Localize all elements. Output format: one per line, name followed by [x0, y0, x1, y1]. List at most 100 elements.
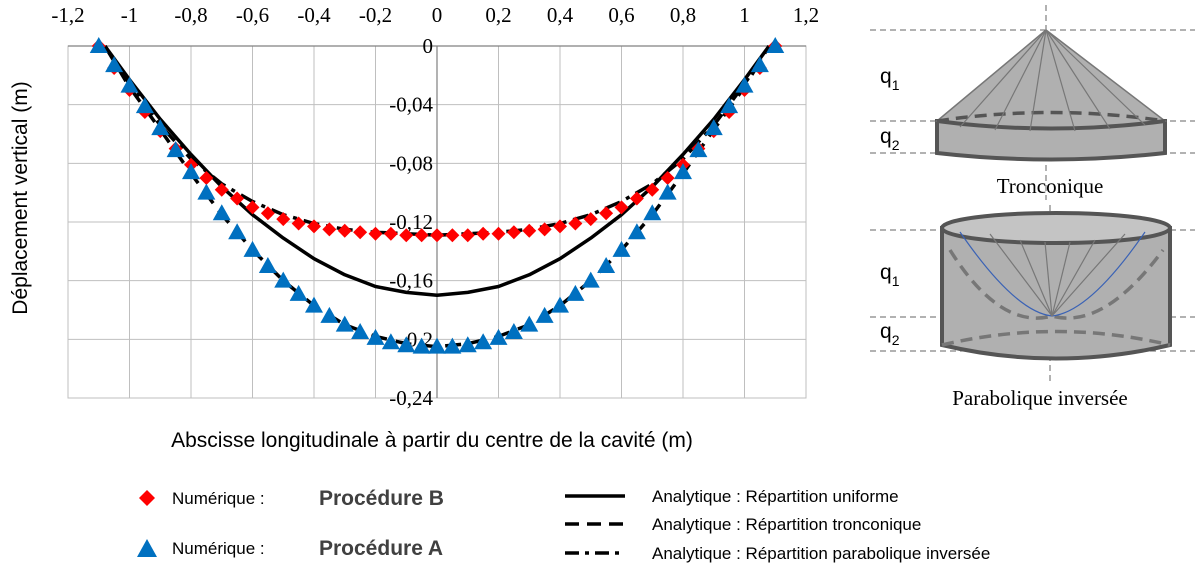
plot-area: -1,2 -1 -0,8 -0,6 -0,4 -0,2 0 0,2 0,4 0,6 0,8 1 1,2 …	[51, 3, 819, 410]
marker-numerique-procedure-a	[351, 323, 370, 339]
marker-numerique-procedure-a	[643, 204, 662, 221]
marker-numerique-procedure-a	[627, 223, 646, 240]
marker-numerique-procedure-a	[228, 223, 247, 240]
marker-numerique-procedure-b	[491, 226, 506, 241]
cylinder-top-rim	[936, 119, 1166, 131]
x-tick-label: 0,4	[547, 3, 574, 27]
legend-parabolique-label: Analytique : Répartition parabolique inv…	[652, 544, 990, 563]
y-tick-labels: 0-0,04-0,08-0,12-0,16-0,2-0,24	[389, 34, 433, 410]
y-tick-label: -0,12	[389, 210, 433, 234]
parabola-dashed	[948, 248, 1165, 320]
marker-numerique-procedure-b	[553, 219, 567, 234]
marker-numerique-procedure-b	[337, 223, 352, 238]
marker-numerique-procedure-b	[583, 212, 598, 227]
marker-numerique-procedure-a	[597, 257, 616, 273]
marker-numerique-procedure-b	[414, 228, 429, 243]
x-tick-label: -0,4	[297, 3, 331, 27]
marker-numerique-procedure-a	[489, 328, 508, 345]
marker-numerique-procedure-a	[151, 119, 170, 136]
legend-tronconique-label: Analytique : Répartition tronconique	[652, 515, 921, 534]
marker-numerique-procedure-a	[397, 336, 416, 353]
marker-numerique-procedure-b	[660, 171, 675, 185]
marker-numerique-procedure-b	[245, 200, 260, 215]
marker-numerique-procedure-b	[199, 171, 214, 185]
marker-numerique-procedure-a	[320, 306, 339, 323]
marker-numerique-procedure-b	[307, 219, 321, 234]
bottom-dashed	[941, 329, 1171, 347]
marker-numerique-procedure-b	[260, 206, 275, 221]
tronconique-label: Tronconique	[997, 174, 1104, 198]
marker-numerique-procedure-a	[381, 333, 400, 350]
marker-numerique-procedure-a	[305, 296, 323, 313]
marker-numerique-procedure-a	[212, 204, 231, 221]
marker-numerique-procedure-a	[766, 37, 785, 53]
series-line-analytique-repartition-tronconique	[103, 45, 771, 349]
series-lines	[103, 44, 771, 349]
marker-numerique-procedure-a	[135, 97, 154, 114]
cylinder-top	[940, 211, 1172, 245]
marker-numerique-procedure-b	[645, 182, 660, 197]
marker-numerique-procedure-a	[243, 240, 262, 257]
marker-numerique-procedure-b	[214, 182, 229, 197]
legend-item-tronconique: Analytique : Répartition tronconique	[565, 515, 921, 534]
legend-item-parabolique: Analytique : Répartition parabolique inv…	[565, 544, 990, 563]
marker-numerique-procedure-a	[720, 97, 739, 114]
legend-prefix: Numérique :	[172, 489, 265, 508]
x-tick-label: -0,2	[359, 3, 392, 27]
marker-numerique-procedure-b	[445, 228, 460, 243]
marker-numerique-procedure-a	[258, 257, 277, 273]
marker-numerique-procedure-a	[443, 337, 462, 354]
marker-numerique-procedure-b	[506, 225, 521, 240]
marker-numerique-procedure-b	[276, 212, 291, 227]
legend-item-uniforme: Analytique : Répartition uniforme	[565, 487, 899, 506]
marker-numerique-procedure-a	[89, 37, 108, 53]
x-axis-title: Abscisse longitudinale à partir du centr…	[171, 429, 693, 452]
y-tick-label: -0,24	[389, 386, 433, 410]
marker-numerique-procedure-b	[568, 216, 583, 231]
cylinder-body	[935, 119, 1167, 162]
marker-numerique-procedure-a	[335, 315, 354, 332]
marker-numerique-procedure-b	[476, 226, 491, 241]
parabolique-label: Parabolique inversée	[952, 386, 1128, 410]
marker-numerique-procedure-a	[658, 183, 677, 200]
marker-numerique-procedure-b	[430, 228, 444, 243]
marker-numerique-procedure-a	[551, 296, 569, 313]
marker-numerique-procedure-a	[458, 336, 477, 353]
marker-numerique-procedure-a	[182, 163, 200, 180]
marker-numerique-procedure-b	[353, 225, 368, 240]
legend: Numérique : Procédure B Numérique : Proc…	[137, 487, 990, 563]
marker-numerique-procedure-a	[674, 163, 692, 180]
legend-marker-triangle	[137, 539, 157, 557]
marker-numerique-procedure-b	[368, 226, 383, 241]
marker-numerique-procedure-b	[230, 191, 245, 206]
legend-procedure-a-label: Procédure A	[319, 537, 443, 560]
marker-numerique-procedure-a	[689, 141, 708, 158]
legend-item-procedure-a: Numérique : Procédure A	[137, 537, 443, 560]
marker-numerique-procedure-a	[566, 284, 585, 301]
marker-numerique-procedure-a	[581, 271, 600, 288]
marker-numerique-procedure-a	[428, 337, 446, 354]
marker-numerique-procedure-a	[704, 119, 723, 136]
marker-numerique-procedure-b	[322, 222, 337, 237]
legend-procedure-b-label: Procédure B	[319, 487, 444, 510]
x-tick-label: -0,6	[236, 3, 269, 27]
marker-numerique-procedure-a	[197, 183, 216, 200]
marker-numerique-procedure-a	[105, 56, 124, 73]
marker-numerique-procedure-a	[504, 323, 523, 339]
marker-numerique-procedure-a	[366, 328, 385, 345]
marker-numerique-procedure-b	[399, 228, 414, 243]
x-tick-label: 0	[432, 3, 443, 27]
q2-label: q2	[880, 320, 900, 348]
marker-numerique-procedure-a	[535, 306, 554, 323]
marker-numerique-procedure-a	[520, 315, 539, 332]
y-tick-label: -0,16	[389, 269, 433, 293]
marker-numerique-procedure-a	[612, 240, 631, 257]
legend-marker-diamond	[139, 490, 155, 506]
marker-numerique-procedure-a	[274, 271, 293, 288]
cylinder-body	[940, 226, 1172, 361]
series-line-analytique-repartition-uniforme	[103, 44, 771, 298]
legend-prefix: Numérique :	[172, 539, 265, 558]
x-tick-labels: -1,2 -1 -0,8 -0,6 -0,4 -0,2 0 0,2 0,4 0,6 0,8 1 1,2	[51, 3, 819, 27]
x-tick-label: 1	[739, 3, 750, 27]
marker-numerique-procedure-a	[735, 76, 754, 93]
